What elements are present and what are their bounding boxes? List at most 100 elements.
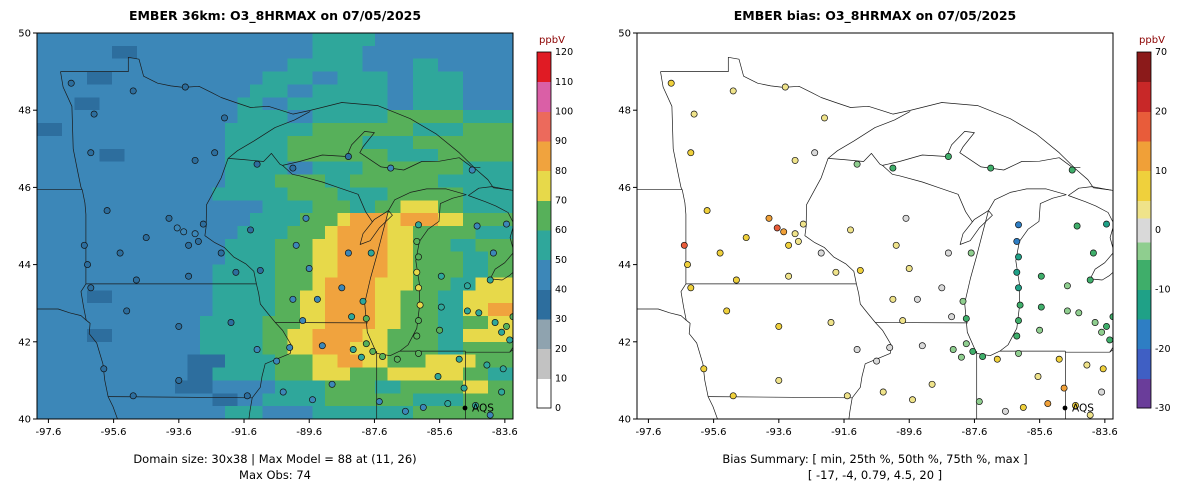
station-dot [90,110,98,118]
raster-cell [362,33,376,47]
raster-cell [437,71,451,85]
raster-cell [487,328,501,343]
raster-cell [412,148,426,163]
raster-cell [362,393,376,407]
raster-cell [249,84,263,98]
raster-cell [37,45,50,60]
station-dot [437,303,445,311]
raster-cell [300,226,313,240]
raster-cell [312,380,326,394]
station-dot [486,411,494,419]
raster-cell [325,200,338,214]
raster-cell [199,406,213,419]
raster-cell [375,264,389,278]
raster-cell [325,71,338,85]
raster-cell [400,264,414,278]
raster-cell [500,251,513,265]
raster-cell [437,110,451,124]
station-dot [928,380,936,388]
raster-cell [62,213,75,227]
raster-cell [174,200,188,214]
station-dot [243,392,251,400]
raster-cell [87,200,100,214]
raster-cell [462,264,476,278]
raster-cell [124,123,138,137]
raster-cell [249,251,263,265]
raster-cell [149,290,163,304]
raster-cell [199,71,213,85]
raster-cell [224,354,238,368]
raster-cell [212,406,226,419]
raster-cell [475,174,489,188]
raster-cell [62,290,75,304]
raster-cell [199,238,213,253]
raster-cell [74,123,88,137]
raster-cell [400,354,414,368]
outline-path [1065,349,1113,353]
raster-cell [174,264,188,278]
raster-cell [337,303,351,317]
raster-cell [287,393,301,407]
outline-path [1068,195,1113,353]
station-dot [318,342,326,350]
station-dot [687,149,695,157]
raster-cell [375,123,389,137]
station-dot [413,332,421,340]
raster-cell [162,84,176,98]
raster-cell [112,406,126,419]
station-dot [349,346,357,353]
raster-cell [275,33,288,47]
raster-cell [62,45,75,60]
raster-cell [500,290,513,304]
raster-cell [312,328,326,343]
raster-cell [475,148,489,163]
raster-cell [437,161,451,175]
raster-cell [425,33,439,47]
raster-cell [174,97,188,111]
raster-cell [212,187,226,201]
raster-cell [425,174,439,188]
raster-cell [237,238,251,253]
raster-cell [462,84,476,98]
raster-cell [312,200,326,214]
station-dot [253,160,261,168]
raster-cell [437,84,451,98]
colorbar-segment [1137,141,1151,172]
station-dot [918,342,926,350]
station-dot [1016,301,1024,309]
station-dot [909,396,916,404]
raster-cell [212,200,226,214]
raster-cell [162,238,176,253]
raster-cell [325,187,338,201]
station-dot [729,392,737,400]
raster-cell [237,226,251,240]
raster-cell [37,200,50,214]
raster-cell [450,277,464,291]
raster-cell [62,367,75,381]
raster-cell [450,123,464,137]
raster-cell [49,251,63,265]
colorbar-segment [537,170,551,201]
station-dot [938,284,946,292]
raster-cell [475,135,489,150]
raster-cell [112,97,126,111]
raster-cell [212,354,226,368]
raster-cell [199,354,213,368]
raster-cell [87,226,100,240]
raster-cell [199,187,213,201]
raster-cell [224,303,238,317]
raster-cell [262,380,276,394]
raster-cell [450,264,464,278]
raster-cell [237,380,251,394]
outline-path [204,158,292,419]
raster-cell [475,58,489,72]
raster-cell [112,226,126,240]
raster-cell [337,200,351,214]
raster-cell [325,161,338,175]
raster-cell [124,174,138,188]
raster-cell [99,406,113,419]
raster-cell [412,45,426,60]
raster-cell [500,84,513,98]
raster-cell [249,406,263,419]
raster-cell [199,33,213,47]
